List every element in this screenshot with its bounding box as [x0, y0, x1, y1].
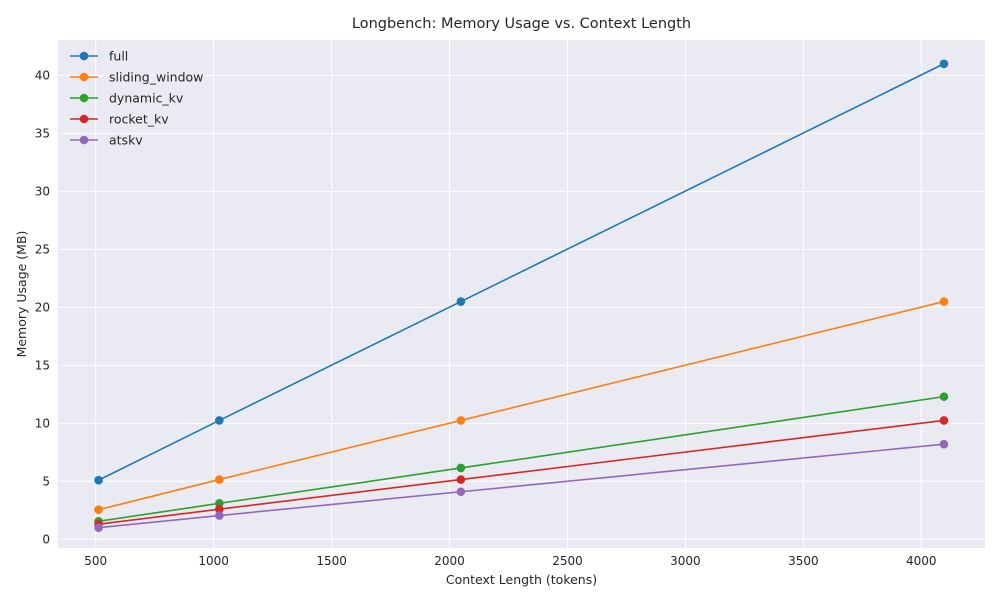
- legend: full sliding_window dynamic_kv rocket_kvats…: [70, 49, 203, 148]
- data-point: [939, 416, 949, 425]
- y-tick-label: 40: [35, 68, 50, 82]
- data-point: [939, 297, 949, 306]
- legend-item-dynamic-kv: dynamic_kv: [70, 91, 184, 106]
- data-point: [94, 523, 103, 533]
- y-tick-label: 5: [42, 474, 50, 488]
- series-layer: [94, 59, 949, 533]
- x-tick-label: 2500: [552, 554, 583, 568]
- legend-label: full: [109, 49, 128, 64]
- data-point: [215, 416, 224, 425]
- data-point: [456, 297, 466, 306]
- chart-title: Longbench: Memory Usage vs. Context Leng…: [352, 16, 691, 32]
- data-point: [94, 505, 103, 515]
- x-tick-label: 500: [84, 554, 107, 568]
- series-atskv: [94, 439, 949, 533]
- legend-item-sliding-window: sliding_window: [70, 70, 203, 85]
- legend-item-atskv: atskv: [70, 133, 143, 148]
- y-tick-label: 35: [35, 126, 50, 140]
- legend-label: dynamic_kv: [109, 91, 184, 106]
- y-tick-label: 15: [35, 358, 50, 372]
- series-line: [98, 395, 945, 523]
- series-rocket-kv: [94, 416, 949, 529]
- series-line: [98, 300, 945, 511]
- legend-marker: [79, 135, 89, 145]
- data-point: [215, 475, 224, 484]
- data-point: [456, 463, 466, 473]
- data-point: [456, 416, 466, 425]
- y-tick-label: 20: [35, 300, 50, 314]
- y-axis-ticks: 0 5 10 15 20 25 30 35 40: [35, 68, 50, 546]
- y-axis-label: Memory Usage (MB): [14, 231, 29, 358]
- data-point: [939, 59, 949, 69]
- legend-marker: [79, 114, 89, 124]
- x-tick-label: 4000: [906, 554, 937, 568]
- y-tick-label: 0: [42, 532, 50, 546]
- legend-marker: [79, 51, 89, 61]
- data-point: [215, 511, 224, 520]
- x-tick-label: 3000: [670, 554, 701, 568]
- x-tick-label: 2000: [434, 554, 465, 568]
- legend-marker: [79, 72, 89, 82]
- data-point: [456, 487, 466, 497]
- series-full: [94, 59, 949, 485]
- y-tick-label: 25: [35, 242, 50, 256]
- plot-background: [58, 40, 985, 548]
- y-tick-label: 30: [35, 184, 50, 198]
- series-sliding-window: [94, 297, 949, 515]
- legend-label: rocket_kv: [109, 112, 169, 127]
- x-tick-label: 3500: [788, 554, 819, 568]
- x-tick-label: 1500: [316, 554, 347, 568]
- series-line: [98, 443, 945, 529]
- data-point: [215, 504, 224, 514]
- legend-label: atskv: [109, 133, 143, 148]
- legend-label: sliding_window: [109, 70, 203, 85]
- data-point: [94, 475, 103, 485]
- y-tick-label: 10: [35, 416, 50, 430]
- data-point: [456, 475, 466, 484]
- series-line: [98, 419, 945, 526]
- x-tick-label: 1000: [198, 554, 229, 568]
- data-point: [939, 392, 949, 401]
- data-point: [939, 439, 949, 449]
- legend-item-rocket-kv: rocket_kv: [70, 112, 169, 127]
- legend-item-full: full: [70, 49, 128, 64]
- x-axis-ticks: 500 1000 1500 2000 2500 3000 3500 4000: [84, 554, 936, 568]
- x-axis-label: Context Length (tokens): [446, 572, 597, 587]
- series-line: [98, 63, 945, 481]
- legend-marker: [79, 93, 89, 103]
- grid-lines: [58, 40, 985, 548]
